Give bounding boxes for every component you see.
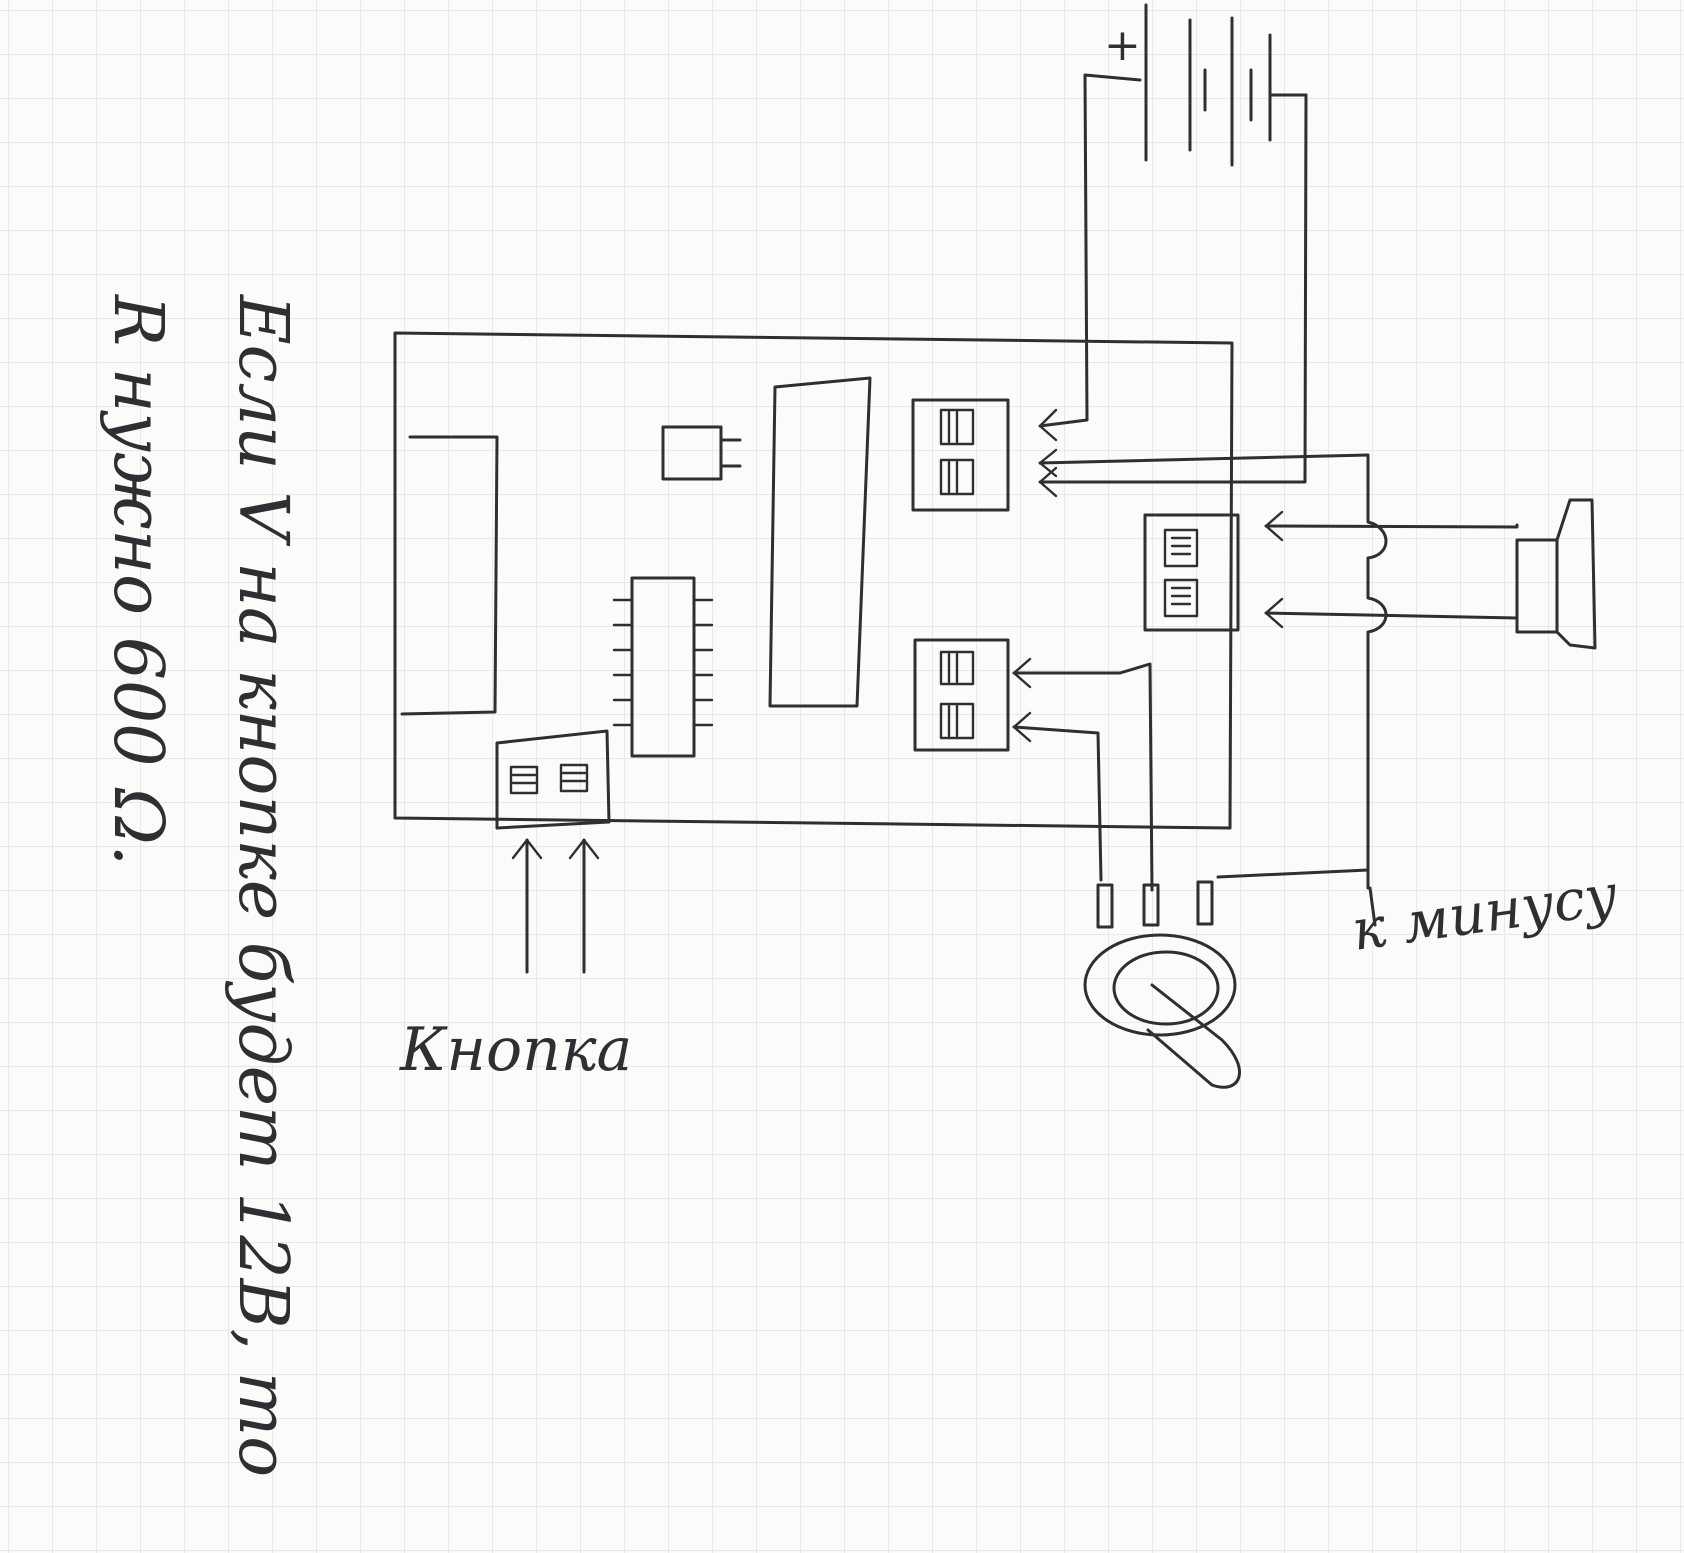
pot-wire-1 [1012, 662, 1154, 892]
button-label: Кнопка [399, 1015, 632, 1085]
arrow-head-button-1 [511, 838, 543, 860]
pot-pin-1 [1096, 883, 1114, 929]
note-line-1: Если V на кнопке будет 12В, то [223, 293, 302, 1477]
board [393, 331, 1240, 830]
button-leads [511, 838, 600, 974]
ground-to-pot-wire [1216, 868, 1370, 879]
arrow-head-button-2 [568, 838, 600, 860]
pot-pin-2 [1142, 883, 1160, 927]
speaker-cone [1555, 498, 1597, 650]
board-outline [393, 331, 1234, 830]
small-component [661, 425, 723, 481]
terminal-block-potentiometer [913, 638, 1010, 752]
speaker-wire-1 [1264, 523, 1519, 529]
speaker [1264, 498, 1597, 650]
arrow-head-pot-1 [1012, 657, 1032, 689]
battery: + [1038, 3, 1308, 498]
pot-body [1083, 933, 1237, 1037]
terminal-block-power [911, 398, 1010, 512]
battery-minus-wire [1038, 93, 1308, 484]
battery-plus-wire [1038, 73, 1142, 428]
ic-chip [630, 576, 696, 758]
terminal-block-button [495, 729, 611, 830]
board-component-left [400, 435, 499, 716]
arrow-head-pot-2 [1012, 711, 1032, 743]
ground-wire-tail [1368, 886, 1377, 927]
arrow-head-ground [1038, 448, 1058, 478]
battery-plus-label: + [1104, 20, 1141, 71]
speaker-wire-2 [1264, 611, 1519, 620]
ground-label: к минусу [1348, 862, 1622, 964]
speaker-magnet [1515, 538, 1559, 634]
large-module [768, 376, 872, 708]
terminal-block-speaker [1143, 513, 1240, 632]
arrow-head-speaker-1 [1264, 510, 1284, 542]
arrow-head-plus [1038, 408, 1058, 442]
pot-ring [1112, 950, 1220, 1026]
pot-pin-3 [1196, 880, 1214, 926]
arrow-head-speaker-2 [1264, 597, 1284, 629]
ic-chip-pins [612, 598, 714, 727]
potentiometer [1012, 657, 1241, 1089]
pot-wire-2 [1012, 725, 1103, 882]
note-line-2: R нужно 600 Ω. [98, 293, 177, 866]
pot-shaft [1146, 983, 1241, 1089]
ground-wire [1038, 448, 1388, 927]
